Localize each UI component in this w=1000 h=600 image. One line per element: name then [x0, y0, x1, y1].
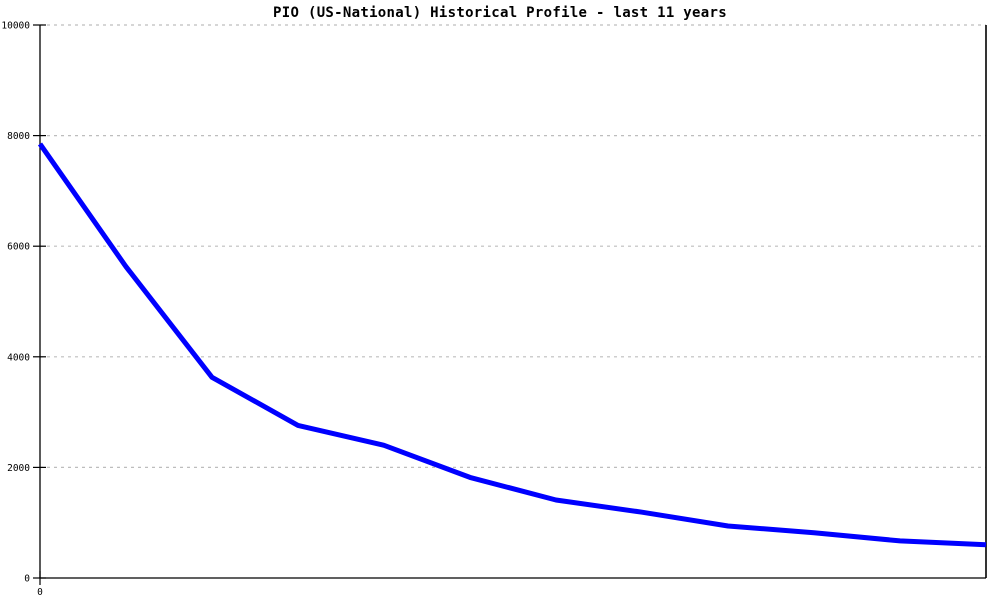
y-tick-label: 10000: [1, 21, 30, 32]
y-tick-label: 2000: [7, 463, 30, 474]
y-tick-label: 0: [24, 574, 30, 585]
x-tick-label: 0: [37, 587, 43, 598]
y-tick-label: 8000: [7, 131, 30, 142]
data-series-line: [37, 142, 987, 548]
chart-title: PIO (US-National) Historical Profile - l…: [273, 5, 727, 21]
y-tick-label: 6000: [7, 242, 30, 253]
y-tick-label: 4000: [7, 352, 30, 363]
